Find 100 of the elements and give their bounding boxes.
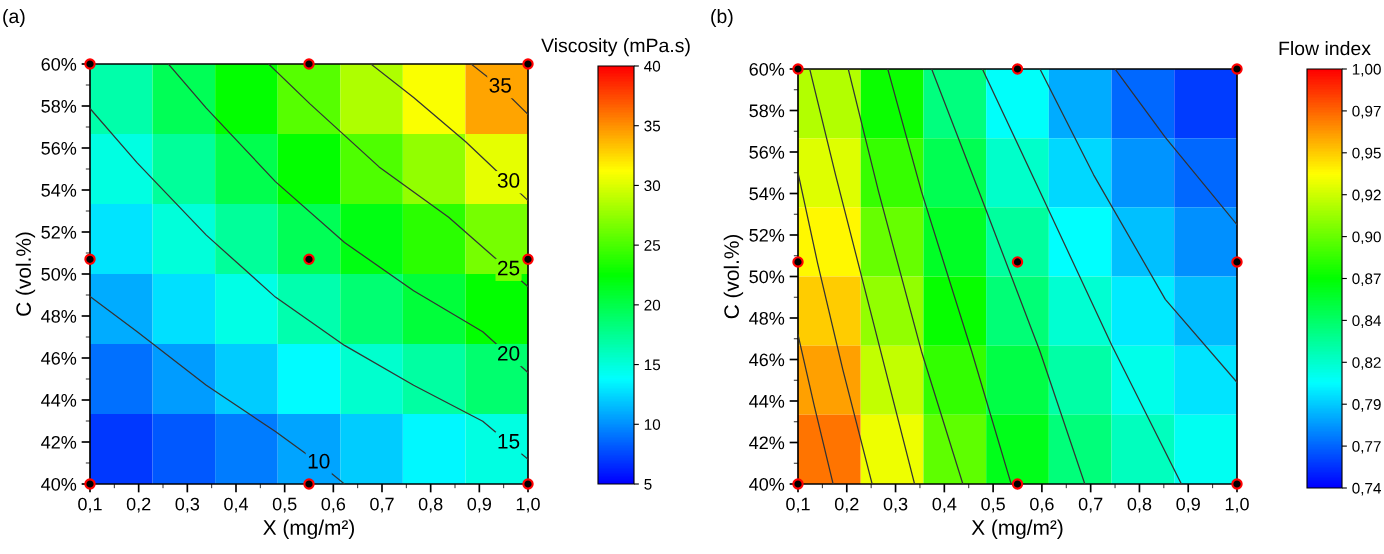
y-tick-label: 48%	[41, 309, 77, 323]
point	[792, 256, 804, 268]
y-tick-label: 46%	[41, 351, 77, 365]
x-tick-label: 0,6	[1030, 497, 1054, 513]
line-series	[90, 295, 346, 484]
y-tick-label: 56%	[749, 145, 785, 159]
y-tick-label: 52%	[749, 228, 785, 242]
point	[522, 58, 534, 70]
color-bar-label: 35	[644, 120, 661, 132]
y-tick-label: 46%	[749, 353, 785, 367]
point	[1231, 63, 1243, 75]
y-tick-label: 52%	[41, 225, 77, 239]
x-tick-label: 0,5	[272, 497, 297, 513]
annotation: 35	[489, 77, 511, 93]
annotation: 15	[498, 434, 520, 449]
y-tick-label: 42%	[41, 435, 77, 449]
line-series	[167, 64, 528, 374]
y-tick-label: 50%	[41, 267, 77, 281]
x-tick-label: 1,0	[1225, 497, 1249, 513]
color-bar-label: 0,92	[1352, 189, 1381, 203]
x-tick-label: 0,6	[321, 497, 346, 513]
chart-title: (a)	[3, 8, 25, 28]
point	[303, 253, 315, 265]
x-tick-label: 0,2	[126, 497, 151, 513]
annotation: 25	[498, 260, 520, 276]
point	[1231, 256, 1243, 268]
color-bar-label: 5	[644, 479, 652, 490]
point	[303, 58, 315, 70]
point	[1231, 478, 1243, 490]
color-bar-title: Viscosity (mPa.s)	[541, 38, 690, 57]
point	[84, 58, 96, 70]
y-tick-label: 56%	[41, 141, 77, 155]
point	[792, 63, 804, 75]
y-tick-label: 60%	[749, 62, 785, 76]
x-tick-label: 0,3	[175, 497, 200, 513]
x-axis-title: X (mg/m²)	[263, 519, 354, 539]
y-tick-label: 44%	[749, 395, 785, 408]
y-axis-title: C (vol.%)	[15, 232, 36, 316]
annotation: 10	[308, 453, 330, 469]
line-series	[931, 69, 1086, 484]
color-bar-label: 1,00	[1352, 63, 1381, 77]
color-bar-label: 10	[644, 419, 661, 430]
chart-title: (b)	[711, 8, 733, 28]
x-tick-label: 0,7	[370, 497, 394, 513]
color-bar-title: Flow index	[1279, 41, 1371, 56]
y-tick-label: 54%	[41, 184, 77, 197]
x-tick-label: 0,9	[1176, 497, 1200, 513]
color-bar-label: 0,87	[1352, 273, 1381, 286]
y-tick-label: 48%	[749, 311, 785, 325]
annotation: 30	[497, 173, 520, 188]
color-bar-label: 0,74	[1352, 482, 1382, 496]
color-bar-label: 20	[644, 299, 661, 311]
y-tick-label: 44%	[41, 394, 77, 407]
line-series	[847, 69, 964, 484]
y-tick-label: 40%	[749, 477, 785, 491]
line-series	[267, 64, 528, 288]
y-tick-label: 42%	[749, 436, 785, 450]
x-tick-label: 0,9	[467, 497, 492, 513]
color-bar-label: 0,77	[1352, 440, 1381, 454]
point	[522, 253, 534, 265]
point	[303, 478, 315, 490]
color-bar-label: 0,90	[1352, 231, 1381, 245]
y-tick-label: 50%	[749, 270, 785, 284]
point	[1011, 63, 1024, 75]
x-tick-label: 0,3	[883, 497, 908, 513]
point	[84, 253, 96, 265]
point	[1011, 256, 1024, 268]
color-bar-label: 30	[644, 180, 661, 192]
y-tick-label: 54%	[749, 187, 785, 201]
x-tick-label: 0,1	[786, 497, 810, 513]
line-series	[1039, 69, 1237, 383]
x-tick-label: 0,7	[1078, 497, 1103, 513]
color-bar-label: 0,95	[1352, 147, 1381, 161]
x-tick-label: 0,4	[932, 497, 957, 513]
y-tick-label: 58%	[749, 104, 785, 118]
x-axis-title: X (mg/m²)	[971, 519, 1063, 539]
point	[1011, 478, 1024, 490]
y-axis-title: C (vol.%)	[723, 234, 744, 319]
point	[792, 478, 804, 490]
x-tick-label: 0,5	[981, 497, 1005, 513]
y-tick-label: 58%	[41, 99, 77, 113]
color-bar-label: 0,82	[1352, 357, 1381, 370]
x-tick-label: 1,0	[516, 497, 540, 513]
line-series	[809, 69, 916, 484]
x-tick-label: 0,4	[224, 497, 249, 513]
color-bar-label: 0,97	[1352, 105, 1381, 119]
x-tick-label: 0,2	[834, 497, 859, 513]
y-tick-label: 40%	[41, 477, 77, 491]
line-series	[981, 69, 1183, 484]
point	[522, 478, 534, 490]
color-bar-label: 40	[644, 60, 661, 72]
color-bar-label: 0,84	[1352, 315, 1382, 328]
annotation: 20	[498, 345, 520, 361]
point	[84, 478, 96, 490]
x-tick-label: 0,8	[1127, 497, 1152, 513]
x-tick-label: 0,1	[78, 497, 102, 513]
line-series	[798, 172, 873, 484]
x-tick-label: 0,8	[418, 497, 443, 513]
color-bar-label: 0,79	[1352, 399, 1381, 412]
color-bar-label: 15	[644, 359, 661, 371]
